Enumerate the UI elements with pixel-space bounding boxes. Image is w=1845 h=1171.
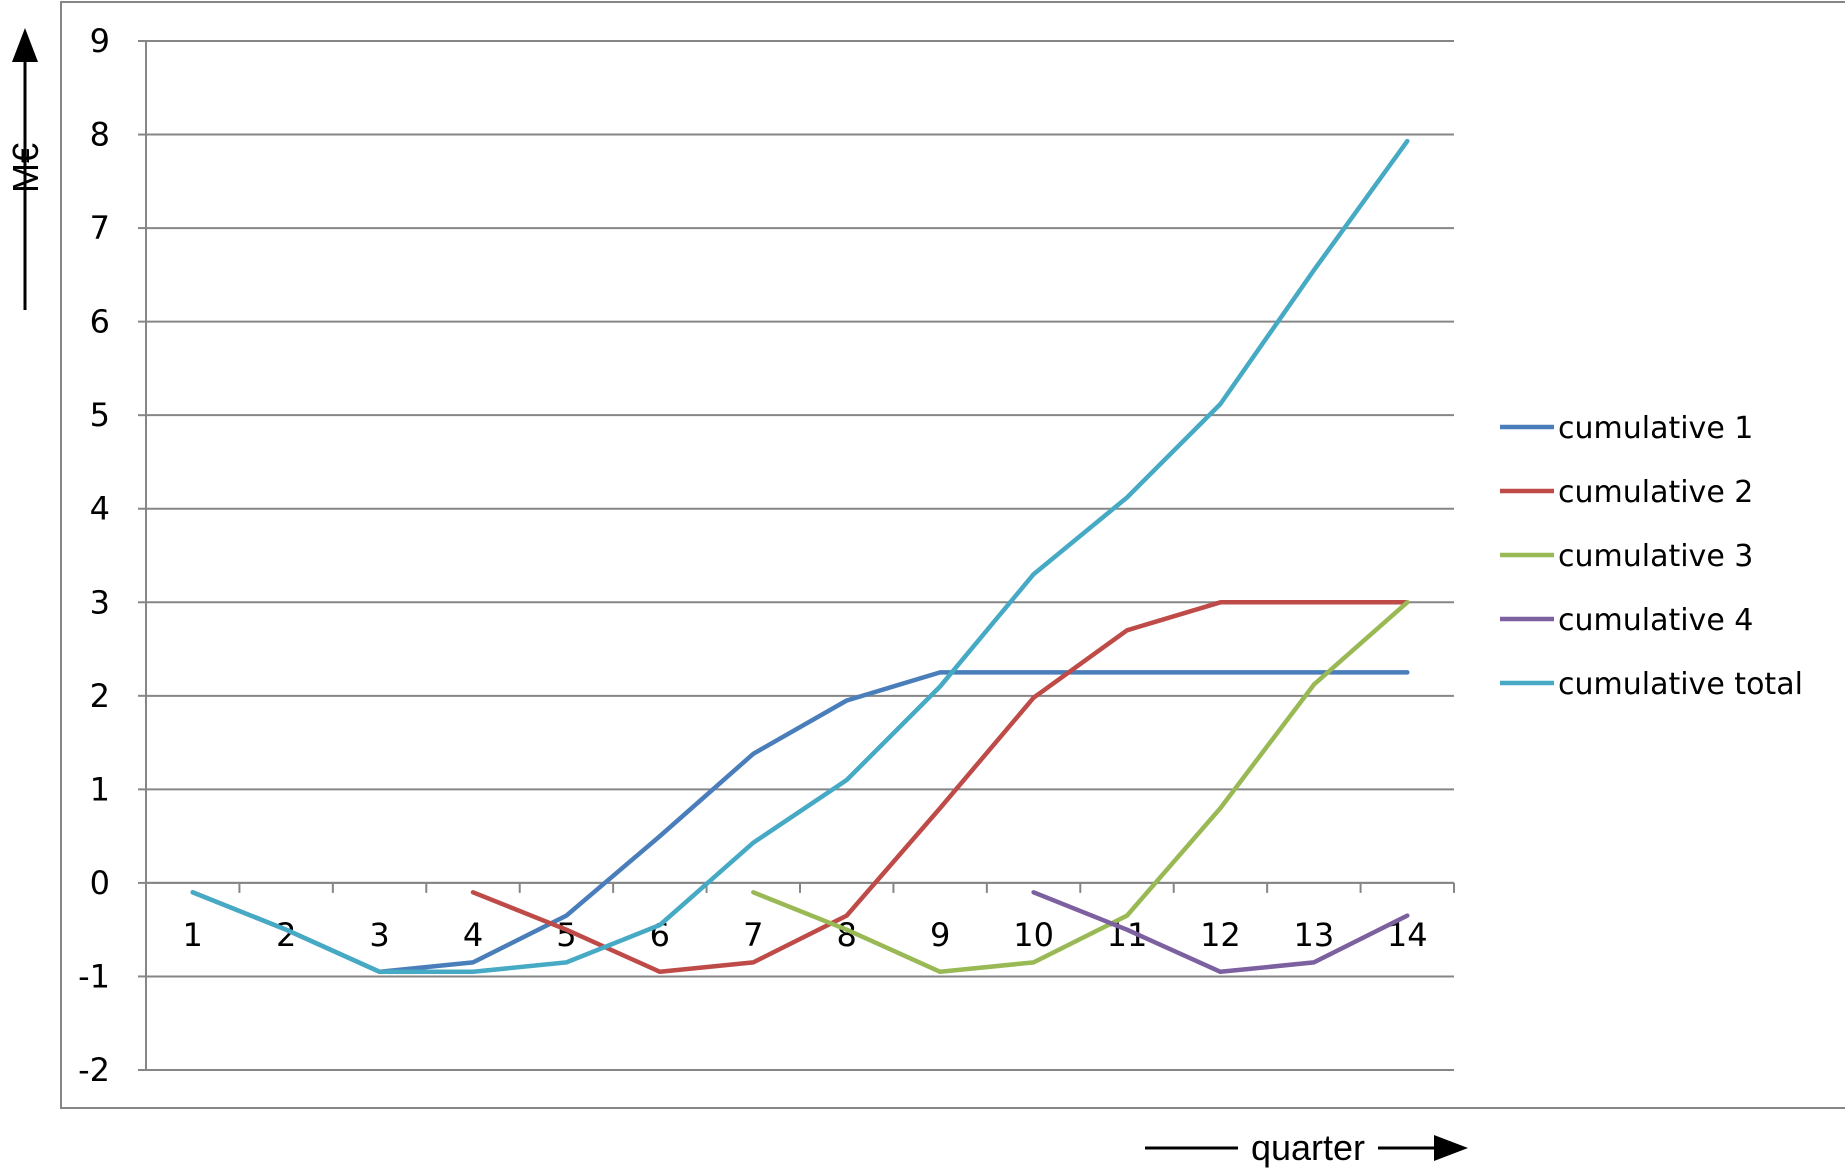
y-tick-label: -1 [78,957,110,995]
x-tick-label: 10 [1013,916,1054,954]
y-tick-label: -2 [78,1051,110,1089]
y-axis: -2 -1 0 1 2 3 4 5 6 7 8 9 [78,22,147,1089]
x-tick-label: 13 [1293,916,1334,954]
x-tick-label: 3 [369,916,389,954]
y-tick-label: 9 [90,22,110,60]
x-tick-label: 7 [743,916,763,954]
legend: cumulative 1 cumulative 2 cumulative 3 cumu… [1500,411,1803,702]
y-tick-label: 0 [90,864,110,902]
y-tick-label: 1 [90,770,110,808]
x-tick-label: 12 [1200,916,1241,954]
legend-label: cumulative 4 [1558,603,1753,638]
y-tick-label: 7 [90,209,110,247]
series-line-3 [751,600,1410,975]
y-arrow-head [12,28,38,62]
y-tick-label: 3 [90,583,110,621]
x-tick-label: 9 [930,916,950,954]
legend-label: cumulative 3 [1558,539,1753,574]
series-line-4 [1031,890,1410,975]
y-tick-label: 5 [90,396,110,434]
legend-label: cumulative 2 [1558,475,1753,510]
y-axis-title-group: M€ [5,28,46,310]
x-axis-title-group: quarter [1145,1127,1468,1168]
y-tick-label: 6 [90,303,110,341]
legend-label: cumulative total [1558,667,1803,702]
y-tick-label: 4 [90,490,110,528]
legend-label: cumulative 1 [1558,411,1753,446]
x-tick-label: 1 [183,916,203,954]
y-tick-label: 8 [90,116,110,154]
y-tick-label: 2 [90,677,110,715]
x-tick-label: 4 [463,916,483,954]
x-arrow-head [1434,1135,1468,1161]
series-line-5 [190,138,1410,975]
y-axis-title: M€ [5,143,46,193]
x-axis-title: quarter [1251,1127,1365,1168]
gridlines [146,40,1454,1071]
series-lines [190,138,1410,975]
series-line-2 [470,600,1410,975]
